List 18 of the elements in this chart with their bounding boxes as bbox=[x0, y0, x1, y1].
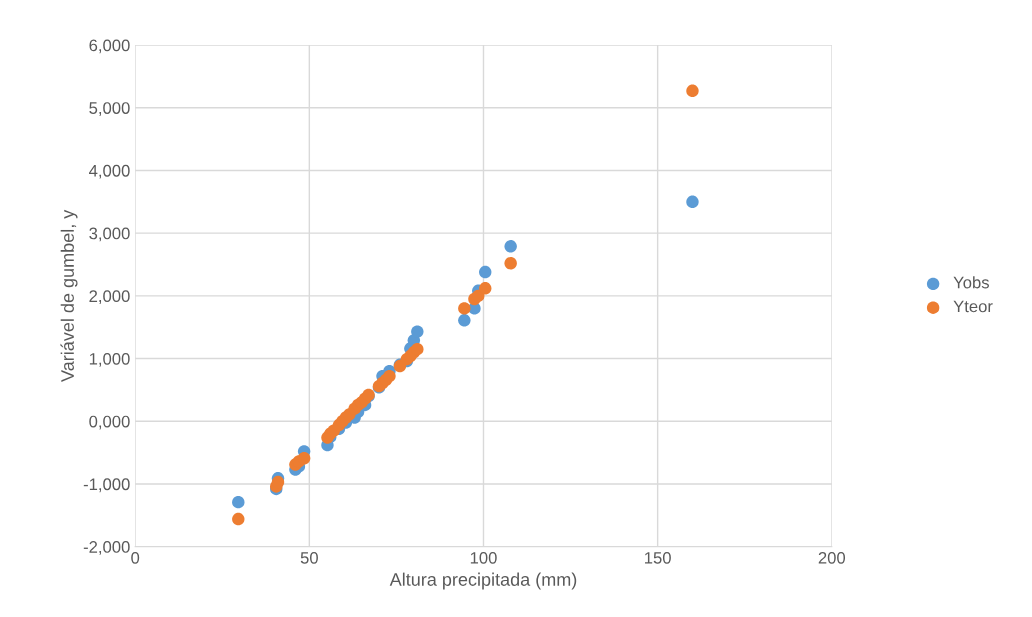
y-tick-label: -1,000 bbox=[83, 478, 130, 493]
y-tick-label: 4,000 bbox=[89, 164, 130, 179]
y-tick-label: 5,000 bbox=[89, 102, 130, 116]
x-tick-label: 100 bbox=[470, 551, 497, 564]
y-tick-label: 3,000 bbox=[89, 227, 130, 242]
y-tick-label: -2,000 bbox=[83, 541, 130, 555]
legend-label: Yteor bbox=[953, 300, 993, 313]
legend-label: Yobs bbox=[953, 276, 989, 289]
y-tick-label: 6,000 bbox=[89, 39, 130, 54]
y-axis-title: Variável de gumbel, y bbox=[60, 209, 78, 382]
x-tick-label: 50 bbox=[300, 551, 318, 564]
x-tick-label: 0 bbox=[131, 551, 140, 564]
x-axis-title: Altura precipitada (mm) bbox=[389, 572, 577, 590]
y-tick-label: 1,000 bbox=[89, 352, 130, 367]
x-tick-label: 150 bbox=[645, 551, 671, 564]
y-tick-label: 0,000 bbox=[89, 415, 130, 430]
x-tick-label: 200 bbox=[818, 551, 846, 564]
y-tick-label: 2,000 bbox=[89, 290, 130, 305]
